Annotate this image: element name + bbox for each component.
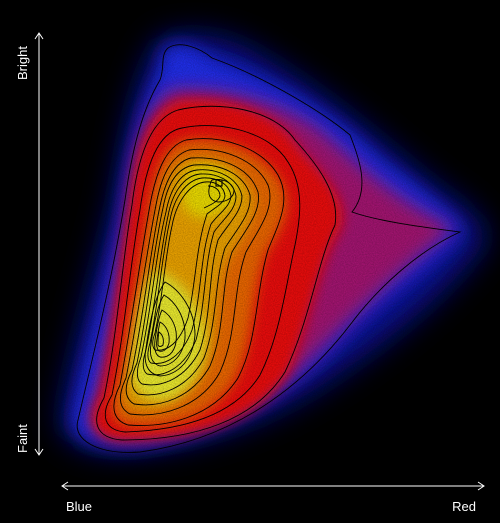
y-axis-arrow-bottom xyxy=(34,448,44,456)
x-axis xyxy=(61,481,485,491)
contour-peak-marker xyxy=(215,179,223,187)
contour-line xyxy=(149,294,186,367)
y-axis-arrow-top xyxy=(34,32,44,40)
contour-line xyxy=(136,169,243,386)
contour-line xyxy=(142,173,237,376)
contour-line xyxy=(154,309,177,358)
x-axis-label-blue: Blue xyxy=(66,499,92,514)
contour-line xyxy=(76,44,462,453)
contour-line xyxy=(113,138,285,426)
contour-line xyxy=(104,125,301,433)
contour-line xyxy=(147,177,232,364)
contour-line xyxy=(157,331,164,347)
y-axis-label-faint: Faint xyxy=(15,424,30,453)
contour-line xyxy=(208,179,235,203)
contour-line xyxy=(152,181,226,351)
contour-line xyxy=(203,185,221,209)
x-axis-arrow-right xyxy=(477,481,485,491)
x-axis-arrow-left xyxy=(61,481,69,491)
contour-line xyxy=(131,164,251,396)
contour-line xyxy=(96,105,337,441)
contour-line xyxy=(156,321,170,352)
x-axis-label-red: Red xyxy=(452,499,476,514)
y-axis-label-bright: Bright xyxy=(15,46,30,80)
contour-line xyxy=(120,148,271,416)
contour-line xyxy=(125,157,260,406)
contour-lines xyxy=(76,44,462,453)
y-axis xyxy=(34,32,44,456)
contour-line xyxy=(144,281,196,377)
